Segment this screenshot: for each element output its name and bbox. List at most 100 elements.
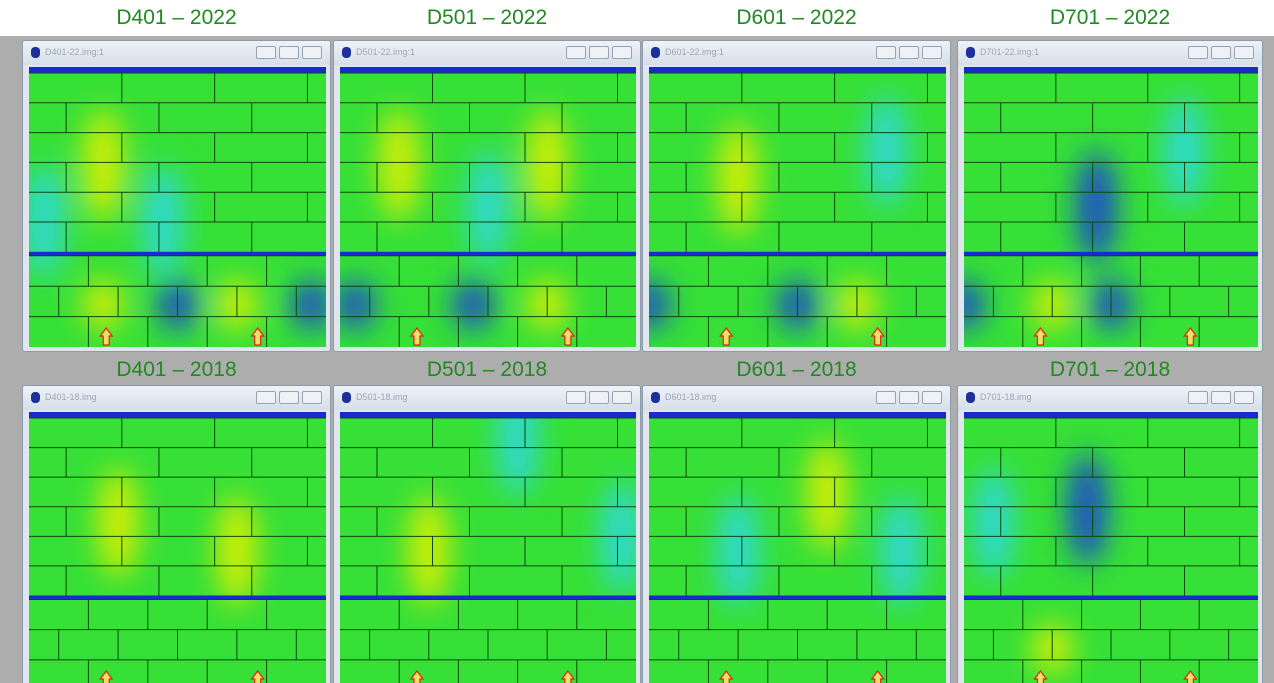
top-band xyxy=(29,412,326,418)
close-button[interactable] xyxy=(612,391,632,404)
image-window: D401-18.img xyxy=(22,385,331,683)
window-icon xyxy=(966,47,975,58)
heat-blob xyxy=(717,123,759,235)
window-title: D401-18.img xyxy=(45,392,97,402)
minimize-button[interactable] xyxy=(1188,391,1208,404)
window-icon xyxy=(31,47,40,58)
window-icon xyxy=(651,392,660,403)
top-band xyxy=(964,67,1258,73)
maximize-button[interactable] xyxy=(1211,391,1231,404)
heatmap xyxy=(29,412,326,683)
heat-blob xyxy=(806,440,848,551)
mid-band xyxy=(29,595,326,599)
title-bar: D601-18.img xyxy=(643,386,950,410)
window-icon xyxy=(31,392,40,403)
window-title: D701-22.img:1 xyxy=(980,47,1039,57)
panel-label: D501 – 2018 xyxy=(332,358,642,382)
mid-band xyxy=(340,252,636,256)
window-title: D401-22.img:1 xyxy=(45,47,104,57)
title-bar: D401-18.img xyxy=(23,386,330,410)
top-band xyxy=(340,67,636,73)
image-window: D401-22.img:1 xyxy=(22,40,331,352)
panel-label: D601 – 2022 xyxy=(642,6,952,30)
minimize-button[interactable] xyxy=(566,46,586,59)
image-window: D601-22.img:1 xyxy=(642,40,951,352)
heatmap xyxy=(340,67,636,347)
heat-blob xyxy=(973,468,1014,579)
mid-band xyxy=(964,252,1258,256)
close-button[interactable] xyxy=(1234,391,1254,404)
minimize-button[interactable] xyxy=(876,46,896,59)
panel-label: D601 – 2018 xyxy=(642,358,952,382)
heat-blob xyxy=(717,495,759,606)
panel-label: D401 – 2018 xyxy=(22,358,332,382)
maximize-button[interactable] xyxy=(899,46,919,59)
window-title: D601-18.img xyxy=(665,392,717,402)
maximize-button[interactable] xyxy=(1211,46,1231,59)
window-icon xyxy=(966,392,975,403)
heat-blob xyxy=(97,468,139,579)
window-icon xyxy=(342,47,351,58)
heatmap xyxy=(29,67,326,347)
heatmap xyxy=(649,412,946,683)
window-title: D701-18.img xyxy=(980,392,1032,402)
panel-label: D701 – 2018 xyxy=(955,358,1265,382)
close-button[interactable] xyxy=(922,46,942,59)
title-bar: D501-22.img:1 xyxy=(334,41,640,65)
heatmap xyxy=(964,412,1258,683)
minimize-button[interactable] xyxy=(566,391,586,404)
maximize-button[interactable] xyxy=(589,46,609,59)
close-button[interactable] xyxy=(1234,46,1254,59)
panel-label: D701 – 2022 xyxy=(955,6,1265,30)
image-window: D501-18.img xyxy=(333,385,641,683)
window-icon xyxy=(342,392,351,403)
close-button[interactable] xyxy=(612,46,632,59)
top-band xyxy=(649,67,946,73)
maximize-button[interactable] xyxy=(279,391,299,404)
window-icon xyxy=(651,47,660,58)
title-bar: D601-22.img:1 xyxy=(643,41,950,65)
maximize-button[interactable] xyxy=(279,46,299,59)
mid-band xyxy=(340,595,636,599)
window-title: D501-22.img:1 xyxy=(356,47,415,57)
mid-band xyxy=(964,595,1258,599)
top-band xyxy=(29,67,326,73)
title-bar: D701-22.img:1 xyxy=(958,41,1262,65)
image-window: D501-22.img:1 xyxy=(333,40,641,352)
screenshot: D401 – 2022 D401-22.img:1 D501 – 2022 D501-… xyxy=(0,0,1274,683)
window-title: D501-18.img xyxy=(356,392,408,402)
heatmap xyxy=(649,67,946,347)
minimize-button[interactable] xyxy=(1188,46,1208,59)
window-title: D601-22.img:1 xyxy=(665,47,724,57)
title-bar: D501-18.img xyxy=(334,386,640,410)
heat-blob xyxy=(1067,454,1108,565)
title-bar: D701-18.img xyxy=(958,386,1262,410)
heat-blob xyxy=(408,495,449,606)
top-band xyxy=(964,412,1258,418)
heatmap xyxy=(964,67,1258,347)
mid-band xyxy=(29,252,326,256)
image-window: D701-22.img:1 xyxy=(957,40,1263,352)
minimize-button[interactable] xyxy=(256,46,276,59)
close-button[interactable] xyxy=(302,391,322,404)
close-button[interactable] xyxy=(302,46,322,59)
mid-band xyxy=(649,252,946,256)
heatmap xyxy=(340,412,636,683)
panel-label: D401 – 2022 xyxy=(22,6,332,30)
image-window: D601-18.img xyxy=(642,385,951,683)
title-bar: D401-22.img:1 xyxy=(23,41,330,65)
close-button[interactable] xyxy=(922,391,942,404)
maximize-button[interactable] xyxy=(899,391,919,404)
mid-band xyxy=(649,595,946,599)
heat-blob xyxy=(467,151,508,263)
heat-blob xyxy=(881,495,923,606)
top-band xyxy=(649,412,946,418)
maximize-button[interactable] xyxy=(589,391,609,404)
heat-blob xyxy=(378,109,419,221)
top-band xyxy=(340,412,636,418)
minimize-button[interactable] xyxy=(876,391,896,404)
panel-label: D501 – 2022 xyxy=(332,6,642,30)
heat-blob xyxy=(1076,151,1117,263)
minimize-button[interactable] xyxy=(256,391,276,404)
image-window: D701-18.img xyxy=(957,385,1263,683)
